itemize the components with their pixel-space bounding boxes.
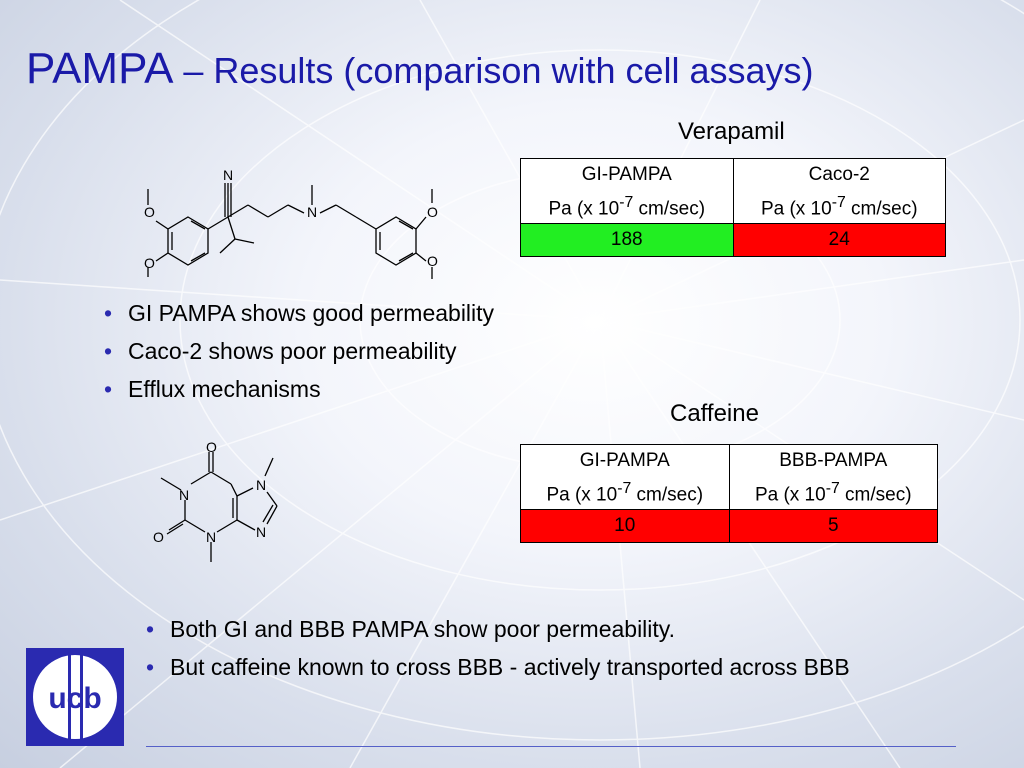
verapamil-col2-value: 24 xyxy=(732,223,946,257)
atom-nitrogen: N xyxy=(206,529,216,545)
footer-divider xyxy=(146,746,956,747)
caffeine-col2-unit: Pa (x 10-7 cm/sec) xyxy=(728,477,938,510)
list-item: Caco-2 shows poor permeability xyxy=(94,338,614,365)
list-item: Efflux mechanisms xyxy=(94,376,614,403)
unit-prefix: Pa (x 10 xyxy=(760,198,832,220)
unit-prefix: Pa (x 10 xyxy=(754,484,826,506)
title-sub: – Results (comparison with cell assays) xyxy=(183,50,814,91)
atom-oxygen: O xyxy=(144,204,155,220)
verapamil-col1-header: GI-PAMPA xyxy=(520,158,734,191)
caffeine-structure: O N O N N N xyxy=(153,439,278,562)
verapamil-caption: Verapamil xyxy=(678,118,785,145)
unit-suffix: cm/sec) xyxy=(839,484,912,506)
atom-nitrogen: N xyxy=(223,167,233,183)
logo-text: ucb xyxy=(48,682,101,715)
caffeine-col1-header: GI-PAMPA xyxy=(520,444,730,477)
atom-nitrogen: N xyxy=(179,487,189,503)
atom-nitrogen: N xyxy=(307,204,317,220)
atom-oxygen: O xyxy=(427,253,438,269)
atom-oxygen: O xyxy=(144,255,155,271)
atom-oxygen: O xyxy=(206,439,217,455)
page-title: PAMPA – Results (comparison with cell as… xyxy=(26,44,814,94)
atom-nitrogen: N xyxy=(256,524,266,540)
verapamil-col2-unit: Pa (x 10-7 cm/sec) xyxy=(732,191,946,224)
caffeine-col2-value: 5 xyxy=(728,509,938,543)
verapamil-col1-unit: Pa (x 10-7 cm/sec) xyxy=(520,191,734,224)
list-item: Both GI and BBB PAMPA show poor permeabi… xyxy=(136,616,966,644)
caffeine-table: GI-PAMPA BBB-PAMPA Pa (x 10-7 cm/sec) Pa… xyxy=(520,444,938,543)
title-main: PAMPA xyxy=(26,44,172,93)
unit-exponent: -7 xyxy=(831,193,846,211)
atom-oxygen: O xyxy=(427,204,438,220)
caffeine-col1-unit: Pa (x 10-7 cm/sec) xyxy=(520,477,730,510)
unit-suffix: cm/sec) xyxy=(845,198,918,220)
unit-prefix: Pa (x 10 xyxy=(546,484,618,506)
list-item: GI PAMPA shows good permeability xyxy=(94,300,614,327)
atom-oxygen: O xyxy=(153,529,164,545)
caffeine-caption: Caffeine xyxy=(670,400,759,427)
verapamil-table: GI-PAMPA Caco-2 Pa (x 10-7 cm/sec) Pa (x… xyxy=(520,158,946,257)
caffeine-col2-header: BBB-PAMPA xyxy=(728,444,938,477)
unit-suffix: cm/sec) xyxy=(631,484,704,506)
atom-nitrogen: N xyxy=(256,477,266,493)
verapamil-structure: O O N N O O xyxy=(144,167,438,279)
unit-exponent: -7 xyxy=(617,479,632,497)
findings-list-caffeine: Both GI and BBB PAMPA show poor permeabi… xyxy=(136,616,966,691)
unit-prefix: Pa (x 10 xyxy=(548,198,620,220)
verapamil-col1-value: 188 xyxy=(520,223,734,257)
findings-list-verapamil: GI PAMPA shows good permeability Caco-2 … xyxy=(94,300,614,414)
verapamil-col2-header: Caco-2 xyxy=(732,158,946,191)
unit-exponent: -7 xyxy=(825,479,840,497)
ucb-logo: ucb xyxy=(26,648,124,746)
caffeine-col1-value: 10 xyxy=(520,509,730,543)
list-item: But caffeine known to cross BBB - active… xyxy=(136,654,966,682)
unit-suffix: cm/sec) xyxy=(633,198,706,220)
unit-exponent: -7 xyxy=(619,193,634,211)
